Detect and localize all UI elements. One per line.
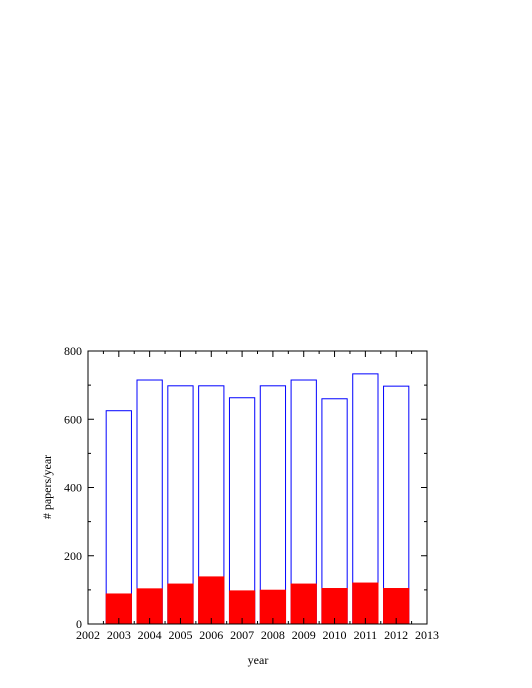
- bar-series-1-2010: [321, 398, 348, 625]
- x-tick-label-2004: 2004: [138, 628, 162, 642]
- bar-series-1-2003: [105, 410, 132, 625]
- x-tick-label-2009: 2009: [292, 628, 316, 642]
- y-tick-label-200: 200: [64, 549, 82, 563]
- bar-series-1-2004: [136, 379, 163, 625]
- bar-series-1-2008: [259, 385, 287, 625]
- x-tick-label-2002: 2002: [76, 628, 100, 642]
- x-tick-label-2012: 2012: [384, 628, 408, 642]
- bar-series-2-2006: [198, 576, 225, 625]
- bar-series-1-2007: [228, 397, 256, 625]
- bar-series-1-2012: [383, 385, 410, 625]
- x-tick-label-2010: 2010: [323, 628, 347, 642]
- bars-layer: [105, 373, 410, 625]
- ticks-layer: [87, 350, 428, 625]
- x-tick-label-2011: 2011: [354, 628, 378, 642]
- y-axis-label: # papers/year: [40, 455, 54, 519]
- y-tick-label-0: 0: [76, 617, 82, 631]
- x-tick-label-2006: 2006: [199, 628, 223, 642]
- y-tick-label-400: 400: [64, 481, 82, 495]
- x-tick-label-2003: 2003: [107, 628, 131, 642]
- y-tick-label-600: 600: [64, 412, 82, 426]
- tick-labels-layer: 2002 2003 2004 2005 2006 2007 2008 2009 2010 2011…: [64, 344, 439, 642]
- y-tick-label-800: 800: [64, 344, 82, 358]
- bar-series-1-2009: [290, 379, 317, 625]
- x-tick-label-2008: 2008: [261, 628, 285, 642]
- x-tick-label-2013: 2013: [415, 628, 439, 642]
- x-tick-label-2005: 2005: [168, 628, 192, 642]
- bar-series-2-2011: [352, 582, 379, 625]
- x-axis-label: year: [248, 653, 269, 667]
- bar-series-2-2009: [290, 583, 317, 625]
- x-tick-label-2007: 2007: [230, 628, 254, 642]
